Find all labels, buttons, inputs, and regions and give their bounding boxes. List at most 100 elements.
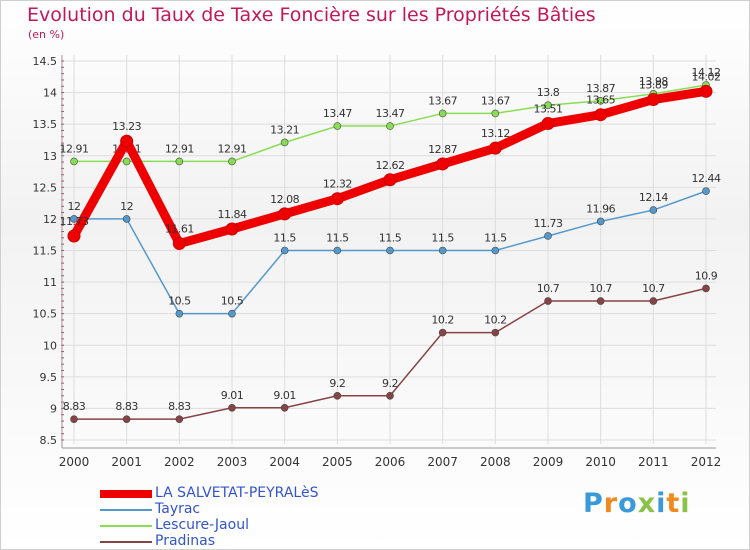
data-label: 14.02 xyxy=(692,70,721,83)
data-point xyxy=(278,207,292,221)
data-label: 10.2 xyxy=(431,314,454,327)
data-point xyxy=(70,415,78,423)
data-point xyxy=(488,141,502,155)
data-point xyxy=(596,217,605,226)
data-point xyxy=(649,297,658,305)
legend-label: Lescure-Jaoul xyxy=(155,517,249,533)
data-point xyxy=(228,403,236,412)
data-point xyxy=(438,109,447,118)
data-label: 10.5 xyxy=(168,295,191,308)
data-label: 12.87 xyxy=(428,143,457,156)
data-label: 13.67 xyxy=(428,94,457,107)
data-point xyxy=(175,309,184,318)
y-tick-label: 14.5 xyxy=(33,55,58,68)
data-point xyxy=(175,157,184,166)
data-point xyxy=(699,84,713,98)
data-label: 14.12 xyxy=(692,66,721,79)
logo-letter: x xyxy=(637,488,657,519)
data-label: 13.89 xyxy=(639,79,668,92)
legend-swatch xyxy=(100,525,152,527)
data-point xyxy=(386,246,394,255)
data-label: 13.23 xyxy=(112,120,141,133)
data-point xyxy=(596,297,605,305)
data-point xyxy=(228,309,236,318)
y-tick-label: 10.5 xyxy=(33,308,58,321)
data-point xyxy=(702,284,710,293)
data-point xyxy=(122,415,131,423)
logo-letter: i xyxy=(680,488,691,519)
data-label: 10.2 xyxy=(484,314,507,327)
data-label: 12 xyxy=(120,200,133,213)
data-point xyxy=(491,109,500,118)
y-tick-label: 11.5 xyxy=(33,245,58,258)
x-tick-label: 2010 xyxy=(585,455,616,469)
x-tick-label: 2007 xyxy=(427,455,458,469)
data-point xyxy=(702,187,710,195)
data-point xyxy=(649,206,658,214)
y-tick-label: 10 xyxy=(43,339,57,352)
data-point xyxy=(175,415,184,423)
data-label: 12.62 xyxy=(376,159,405,172)
logo-letter: t xyxy=(666,488,681,519)
data-label: 11.5 xyxy=(379,232,402,245)
data-label: 13.47 xyxy=(323,107,352,120)
y-tick-label: 12.5 xyxy=(33,181,58,194)
x-tick-label: 2002 xyxy=(164,455,195,469)
data-label: 9.2 xyxy=(329,377,345,390)
data-point xyxy=(491,328,500,337)
data-point xyxy=(280,403,289,412)
y-tick-label: 9.5 xyxy=(40,371,58,384)
data-point xyxy=(544,297,552,305)
data-label: 13.47 xyxy=(376,107,405,120)
legend-label: Tayrac xyxy=(155,501,201,517)
data-label: 12.91 xyxy=(218,142,247,155)
data-label: 10.7 xyxy=(642,282,665,295)
legend-swatch xyxy=(100,541,152,543)
data-label: 10.7 xyxy=(589,282,612,295)
data-point xyxy=(122,157,131,166)
data-point xyxy=(333,122,342,130)
data-label: 13.87 xyxy=(586,82,615,95)
data-point xyxy=(594,108,608,122)
data-label: 13.51 xyxy=(534,103,563,116)
data-label: 12.44 xyxy=(692,172,721,185)
legend-label: Pradinas xyxy=(155,533,216,549)
legend-swatch xyxy=(100,490,152,498)
data-point xyxy=(280,138,289,147)
data-label: 13.8 xyxy=(537,86,560,99)
data-point xyxy=(70,215,78,223)
data-point xyxy=(225,222,239,236)
data-label: 12.91 xyxy=(165,142,194,155)
x-tick-label: 2001 xyxy=(111,455,142,469)
data-label: 11.73 xyxy=(60,215,89,228)
data-point xyxy=(646,93,660,107)
data-point xyxy=(330,192,344,206)
data-point xyxy=(120,134,134,148)
data-label: 8.83 xyxy=(168,400,191,413)
data-label: 12.08 xyxy=(270,193,299,206)
data-label: 9.2 xyxy=(382,377,398,390)
x-tick-label: 2005 xyxy=(322,455,353,469)
data-point xyxy=(172,237,186,251)
data-point xyxy=(438,328,447,337)
data-point xyxy=(491,246,500,255)
data-label: 9.01 xyxy=(221,389,244,402)
data-label: 12.14 xyxy=(639,191,668,204)
data-label: 8.83 xyxy=(115,400,138,413)
x-tick-label: 2000 xyxy=(59,455,90,469)
data-point xyxy=(280,246,289,255)
data-point xyxy=(67,229,81,243)
x-tick-label: 2009 xyxy=(533,455,564,469)
logo-letter: r xyxy=(603,488,619,519)
data-label: 10.7 xyxy=(537,282,560,295)
data-point xyxy=(383,173,397,187)
data-point xyxy=(70,157,78,166)
data-label: 8.83 xyxy=(63,400,86,413)
y-tick-label: 14 xyxy=(43,87,57,100)
data-label: 11.96 xyxy=(586,202,615,215)
data-label: 12 xyxy=(68,200,81,213)
logo-letter: i xyxy=(656,488,667,519)
data-label: 11.73 xyxy=(534,217,563,230)
